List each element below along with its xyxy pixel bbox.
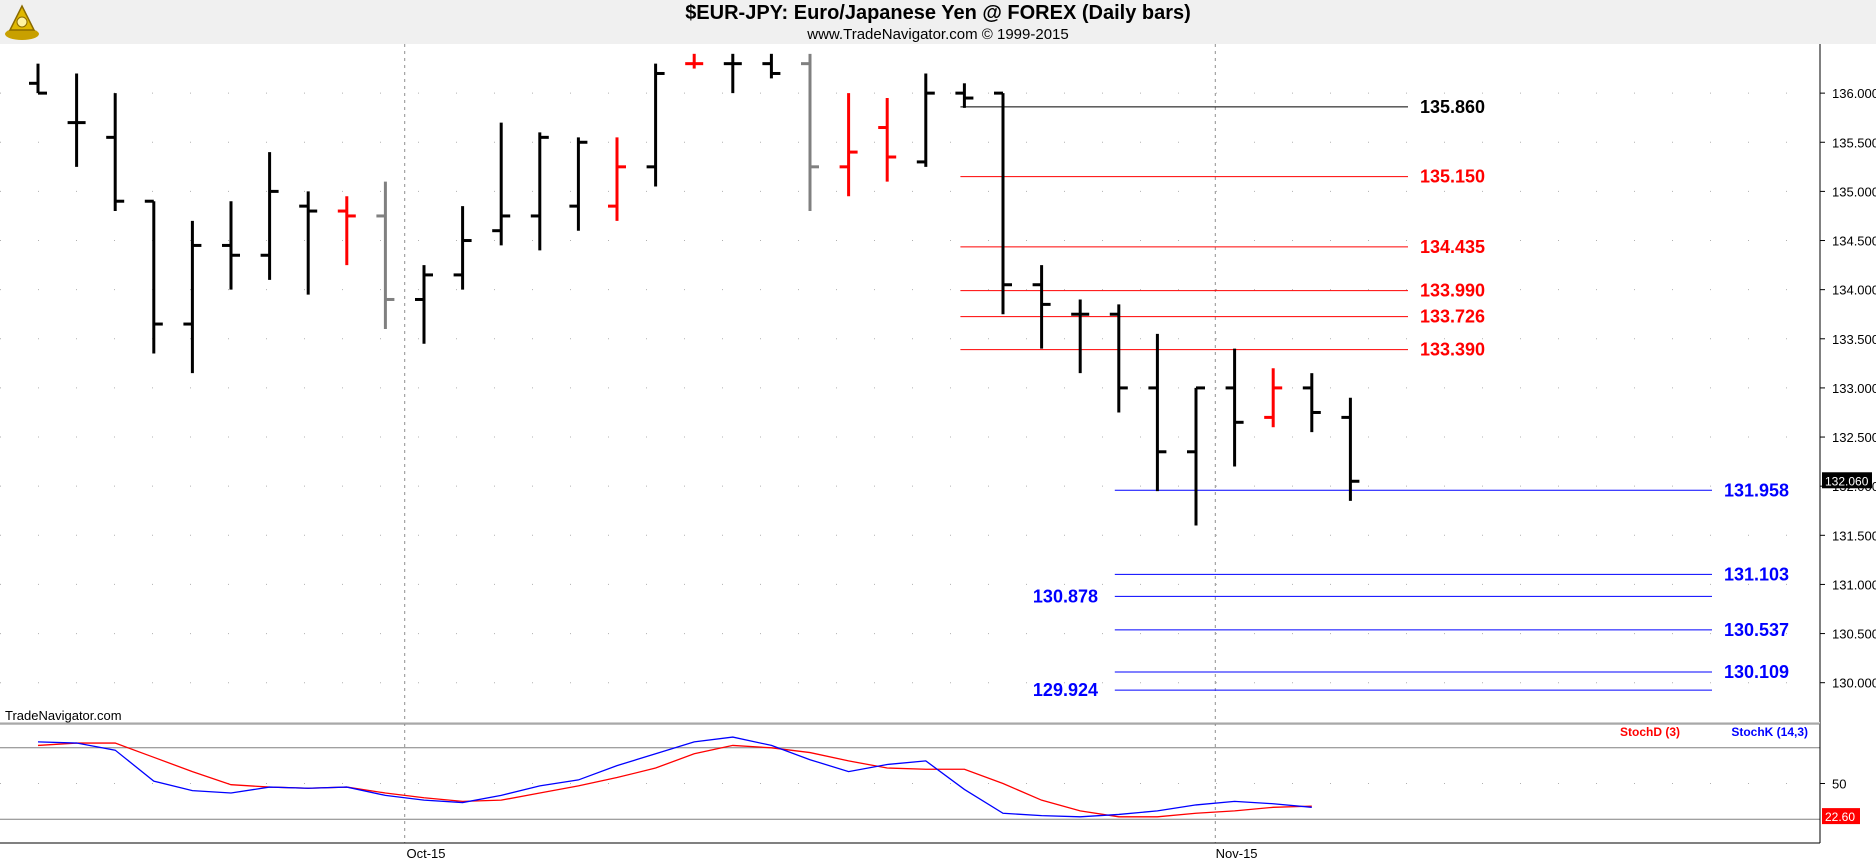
ohlc-bar: [222, 201, 240, 290]
stochastic-panel: 50 StochK (14,3) StochD (3) 22.60: [0, 725, 1860, 825]
x-axis-label: Nov-15: [1216, 846, 1258, 861]
levels: 135.860 135.150 134.435 133.990 133.726 133.3…: [960, 97, 1789, 700]
price-axis-label: 135.000: [1832, 184, 1876, 199]
price-axis-label: 134.000: [1832, 283, 1876, 298]
price-axis-label: 135.500: [1832, 135, 1876, 150]
ohlc-bar: [916, 73, 935, 167]
last-price-value: 132.060: [1825, 474, 1869, 488]
ohlc-bar: [144, 199, 163, 354]
x-axis-label: Oct-15: [406, 846, 445, 861]
ohlc-bar: [1109, 304, 1128, 413]
level-label: 130.537: [1724, 620, 1789, 640]
last-price-badge: [1822, 472, 1872, 489]
price-axis-label: 131.500: [1832, 528, 1876, 543]
ohlc-bar: [29, 63, 47, 95]
ohlc-bar: [492, 122, 511, 246]
price-axis-label: 134.500: [1832, 234, 1876, 249]
ohlc-bar: [1341, 397, 1360, 501]
ohlc-bar: [801, 53, 819, 212]
level-label: 131.958: [1724, 480, 1789, 500]
price-axis-label: 131.000: [1832, 577, 1876, 592]
ohlc-bar: [1148, 333, 1167, 492]
level-label: 129.924: [1033, 680, 1098, 700]
ohlc-bar: [1225, 348, 1244, 467]
price-axis-label: 133.500: [1832, 332, 1876, 347]
ohlc-bar: [762, 53, 781, 79]
ohlc-bar: [723, 53, 742, 94]
level-label: 131.103: [1724, 564, 1789, 584]
grid: [0, 44, 1820, 843]
ohlc-bar: [1032, 265, 1051, 349]
ohlc-bar: [1302, 373, 1321, 433]
chart-title: $EUR-JPY: Euro/Japanese Yen @ FOREX (Dai…: [685, 2, 1191, 24]
ohlc-bar: [839, 93, 858, 197]
stoch-last-value: 22.60: [1825, 810, 1855, 824]
level-label: 135.150: [1420, 167, 1485, 187]
ohlc-bar: [1264, 368, 1283, 428]
stoch-legend-entry: StochK (14,3): [1731, 725, 1808, 739]
watermark: TradeNavigator.com: [5, 708, 122, 723]
price-axis-label: 132.500: [1832, 430, 1876, 445]
level-label: 135.860: [1420, 97, 1485, 117]
stoch-legend-entry: StochD (3): [1620, 725, 1680, 739]
ohlc-bar: [878, 98, 897, 182]
ohlc-bar: [685, 53, 704, 69]
ohlc-bar: [67, 73, 86, 167]
level-label: 130.109: [1724, 662, 1789, 682]
stoch-axis-label: 50: [1832, 777, 1846, 792]
ohlc-bar: [106, 93, 125, 212]
ohlc-bar: [1187, 386, 1205, 526]
chart-subtitle: www.TradeNavigator.com © 1999-2015: [807, 26, 1069, 43]
level-label: 133.726: [1420, 307, 1485, 327]
price-axis-label: 133.000: [1832, 381, 1876, 396]
level-label: 130.878: [1033, 586, 1098, 606]
stoch-last-badge: [1822, 808, 1860, 825]
level-label: 133.390: [1420, 340, 1485, 360]
ohlc-bar: [415, 265, 433, 344]
level-label: 133.990: [1420, 281, 1485, 301]
stoch-series-line: [37, 742, 1312, 818]
ohlc-bar: [1071, 299, 1090, 374]
level-label: 134.435: [1420, 237, 1485, 257]
panel-separator: [0, 722, 1820, 724]
ohlc-bar: [646, 63, 665, 187]
ohlc-bar: [569, 137, 588, 231]
ohlc-bars: [29, 53, 1360, 526]
price-axis-label: 136.000: [1832, 86, 1876, 101]
ohlc-bar: [337, 196, 356, 266]
price-axis-label: 130.000: [1832, 676, 1876, 691]
chart-header: [0, 0, 1876, 44]
ohlc-bar: [260, 152, 279, 280]
ohlc-bar: [183, 220, 202, 374]
ohlc-bar: [994, 91, 1012, 315]
ohlc-bar: [299, 191, 318, 295]
stoch-series-line: [37, 736, 1312, 818]
ohlc-bar: [530, 132, 549, 251]
ohlc-bar: [608, 137, 626, 221]
ohlc-bar: [376, 181, 395, 329]
axes: 136.000 135.500 135.000 134.500 134.000 133.5…: [0, 44, 1876, 861]
price-axis-label: 130.500: [1832, 627, 1876, 642]
trade-navigator-logo: [5, 4, 39, 40]
ohlc-bar: [453, 206, 472, 290]
ohlc-bar: [955, 83, 974, 108]
